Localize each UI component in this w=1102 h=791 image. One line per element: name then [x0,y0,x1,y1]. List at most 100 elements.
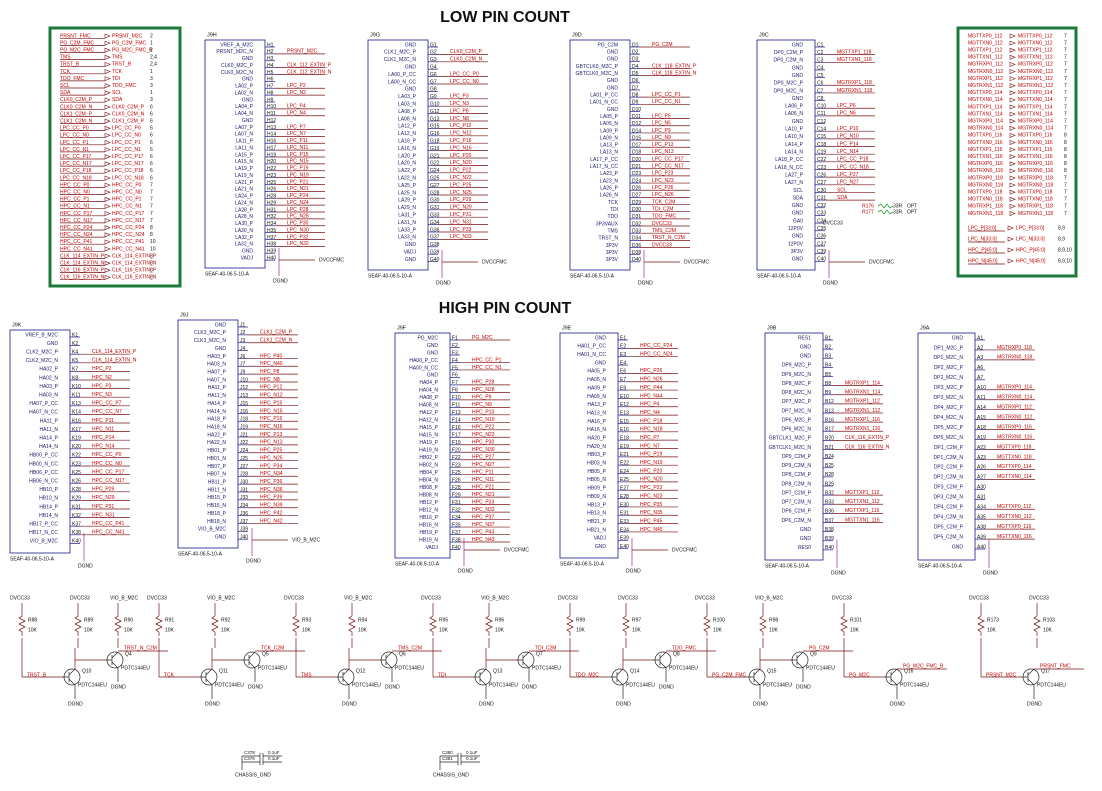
label: LA04_N [235,111,253,117]
label: HA07_P_CC [29,401,58,407]
label: E10 [620,394,629,400]
label: 7 [1064,55,1067,61]
label: MGTRXP1_114 [845,380,880,386]
label: 6 [150,168,153,174]
label: TMS_C2M [652,228,676,234]
label: DGND [385,684,400,690]
label: F7 [452,380,458,386]
net-tag [1009,147,1016,153]
label: TCK_C2M [652,199,675,205]
label: CLK_118_EXTIN_P [652,63,697,69]
label: LPC_N5 [652,121,671,127]
label: E40 [620,544,629,550]
label: D10 [632,107,641,113]
label: DVCCFMC [684,259,709,265]
label: HPC_P10 [472,410,494,416]
label: 6 [150,133,153,139]
label: LPC_CC_P18 [112,168,144,174]
label: DGND [796,684,811,690]
label: R95 [439,617,448,623]
label: LPC_CC_N0 [450,79,479,85]
label: LPC_CC_N1 [652,99,681,105]
label: HPC_N2 [92,375,112,381]
label: HB12_N [419,507,438,513]
net-tag [1009,175,1016,181]
label: 7 [1064,197,1067,203]
label: B29 [825,481,834,487]
label: 7 [1064,190,1067,196]
label: HB06_N_CC [29,479,58,485]
label: LA32_P [235,235,253,241]
label: PRSNT_M2C [986,672,1017,678]
label: TDI [610,207,618,213]
label: LPC_N4 [287,111,306,117]
label: MGTRXP0_112 [968,62,1003,68]
label: A23 [977,455,986,461]
label: DVCCFMC [869,259,894,265]
label: H17 [267,145,276,151]
label: D18 [632,150,641,156]
label: MGTTXP1_118 [837,49,872,55]
label: G36 [430,227,440,233]
label: MGTRXP0_116 [1018,161,1053,167]
label: HPC_N10 [472,417,495,423]
label: VIO_B_M2C [755,595,783,601]
net-tag [1009,61,1016,67]
label: LA02_N [235,90,253,96]
label: HA13_P [587,402,606,408]
label: PG_M2C_FMC_B [903,663,944,669]
label: PRSNT_M2C_N [216,49,253,55]
label: C35 [817,226,826,232]
label: PG_C2M [652,42,673,48]
label: LA23_P [600,171,618,177]
net-tag [104,69,111,74]
label: HPC_N4 [640,410,660,416]
label: MGTTXN0_114 [1018,97,1053,103]
label: HB14_P [39,504,58,510]
label: DP7_M2C_N [782,408,812,414]
label: HB17_N_CC [29,530,58,536]
label: HPC_P2 [92,366,112,372]
label: MGTRXP0_116 [968,161,1003,167]
label: Q8 [673,651,680,657]
label: HPC_P35 [640,502,662,508]
label: DGND [342,701,357,707]
label: MGTTXN0_114 [968,97,1003,103]
transistor [1021,668,1035,686]
label: PG_M2C [472,335,493,341]
label: J37 [240,519,248,525]
label: B5 [825,372,831,378]
label: HPC_P16 [260,416,282,422]
label: Q7 [536,651,543,657]
label: DGND [246,558,261,564]
label: C381 [442,756,453,761]
label: D12 [632,121,641,127]
label: PRSNT_FMC [1040,663,1071,669]
label: LPC_CC_N17 [60,161,92,167]
label: DP8_M2C_N [782,390,812,396]
label: LA14_P [785,142,803,148]
label: LPC_CC_P0 [60,126,89,132]
label: GND [427,343,439,349]
label: MGTTXP0_116 [1018,133,1053,139]
label: J33 [240,495,248,501]
label: A19 [977,435,986,441]
label: LA21_P [235,180,253,186]
label: HPC_N30 [472,447,495,453]
label: K31 [72,504,81,510]
label: TRST_B [112,62,132,68]
label: HB04_N [419,478,438,484]
label: DP1_M2C_P [934,345,964,351]
label: F32 [452,507,461,513]
label: LPC_CC_P0 [112,126,141,132]
label: 33R [893,209,903,215]
label: LPC_N14 [837,149,859,155]
label: D4 [632,64,639,70]
label: PDTC144EU [395,665,424,671]
label: GND [215,534,227,540]
label: TMS [60,55,71,61]
label: LA27_N [785,180,803,186]
label: Q15 [767,668,777,674]
label: D5 [632,71,639,77]
label: DP0_M2C_N [774,88,804,94]
